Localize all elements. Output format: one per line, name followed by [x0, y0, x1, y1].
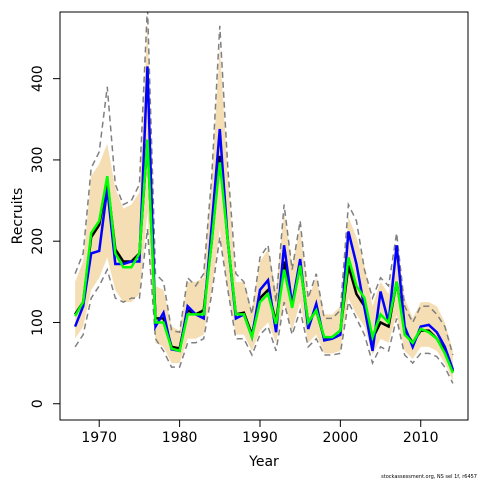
y-tick-label: 200 [30, 228, 46, 255]
estimate-line [74, 139, 455, 374]
plot-frame [59, 11, 469, 421]
y-tick-label: 0 [30, 399, 46, 408]
y-axis-label: Recruits [10, 188, 26, 245]
x-tick-label: 1970 [81, 430, 117, 446]
confidence-band [75, 21, 453, 381]
ci-line [74, 12, 454, 356]
x-axis-label: Year [248, 454, 279, 470]
plot-area [73, 12, 455, 384]
footnote: stockassessment.org, NS sel 1f, r6457 [381, 474, 477, 480]
x-tick-label: 1980 [162, 430, 198, 446]
y-tick-label: 300 [30, 147, 46, 174]
y-tick-label: 100 [30, 309, 46, 336]
x-tick-label: 2000 [323, 430, 359, 446]
ci-line [74, 228, 454, 384]
x-tick-label: 2010 [403, 430, 439, 446]
y-tick-label: 400 [30, 65, 46, 92]
x-tick-label: 1990 [242, 430, 278, 446]
